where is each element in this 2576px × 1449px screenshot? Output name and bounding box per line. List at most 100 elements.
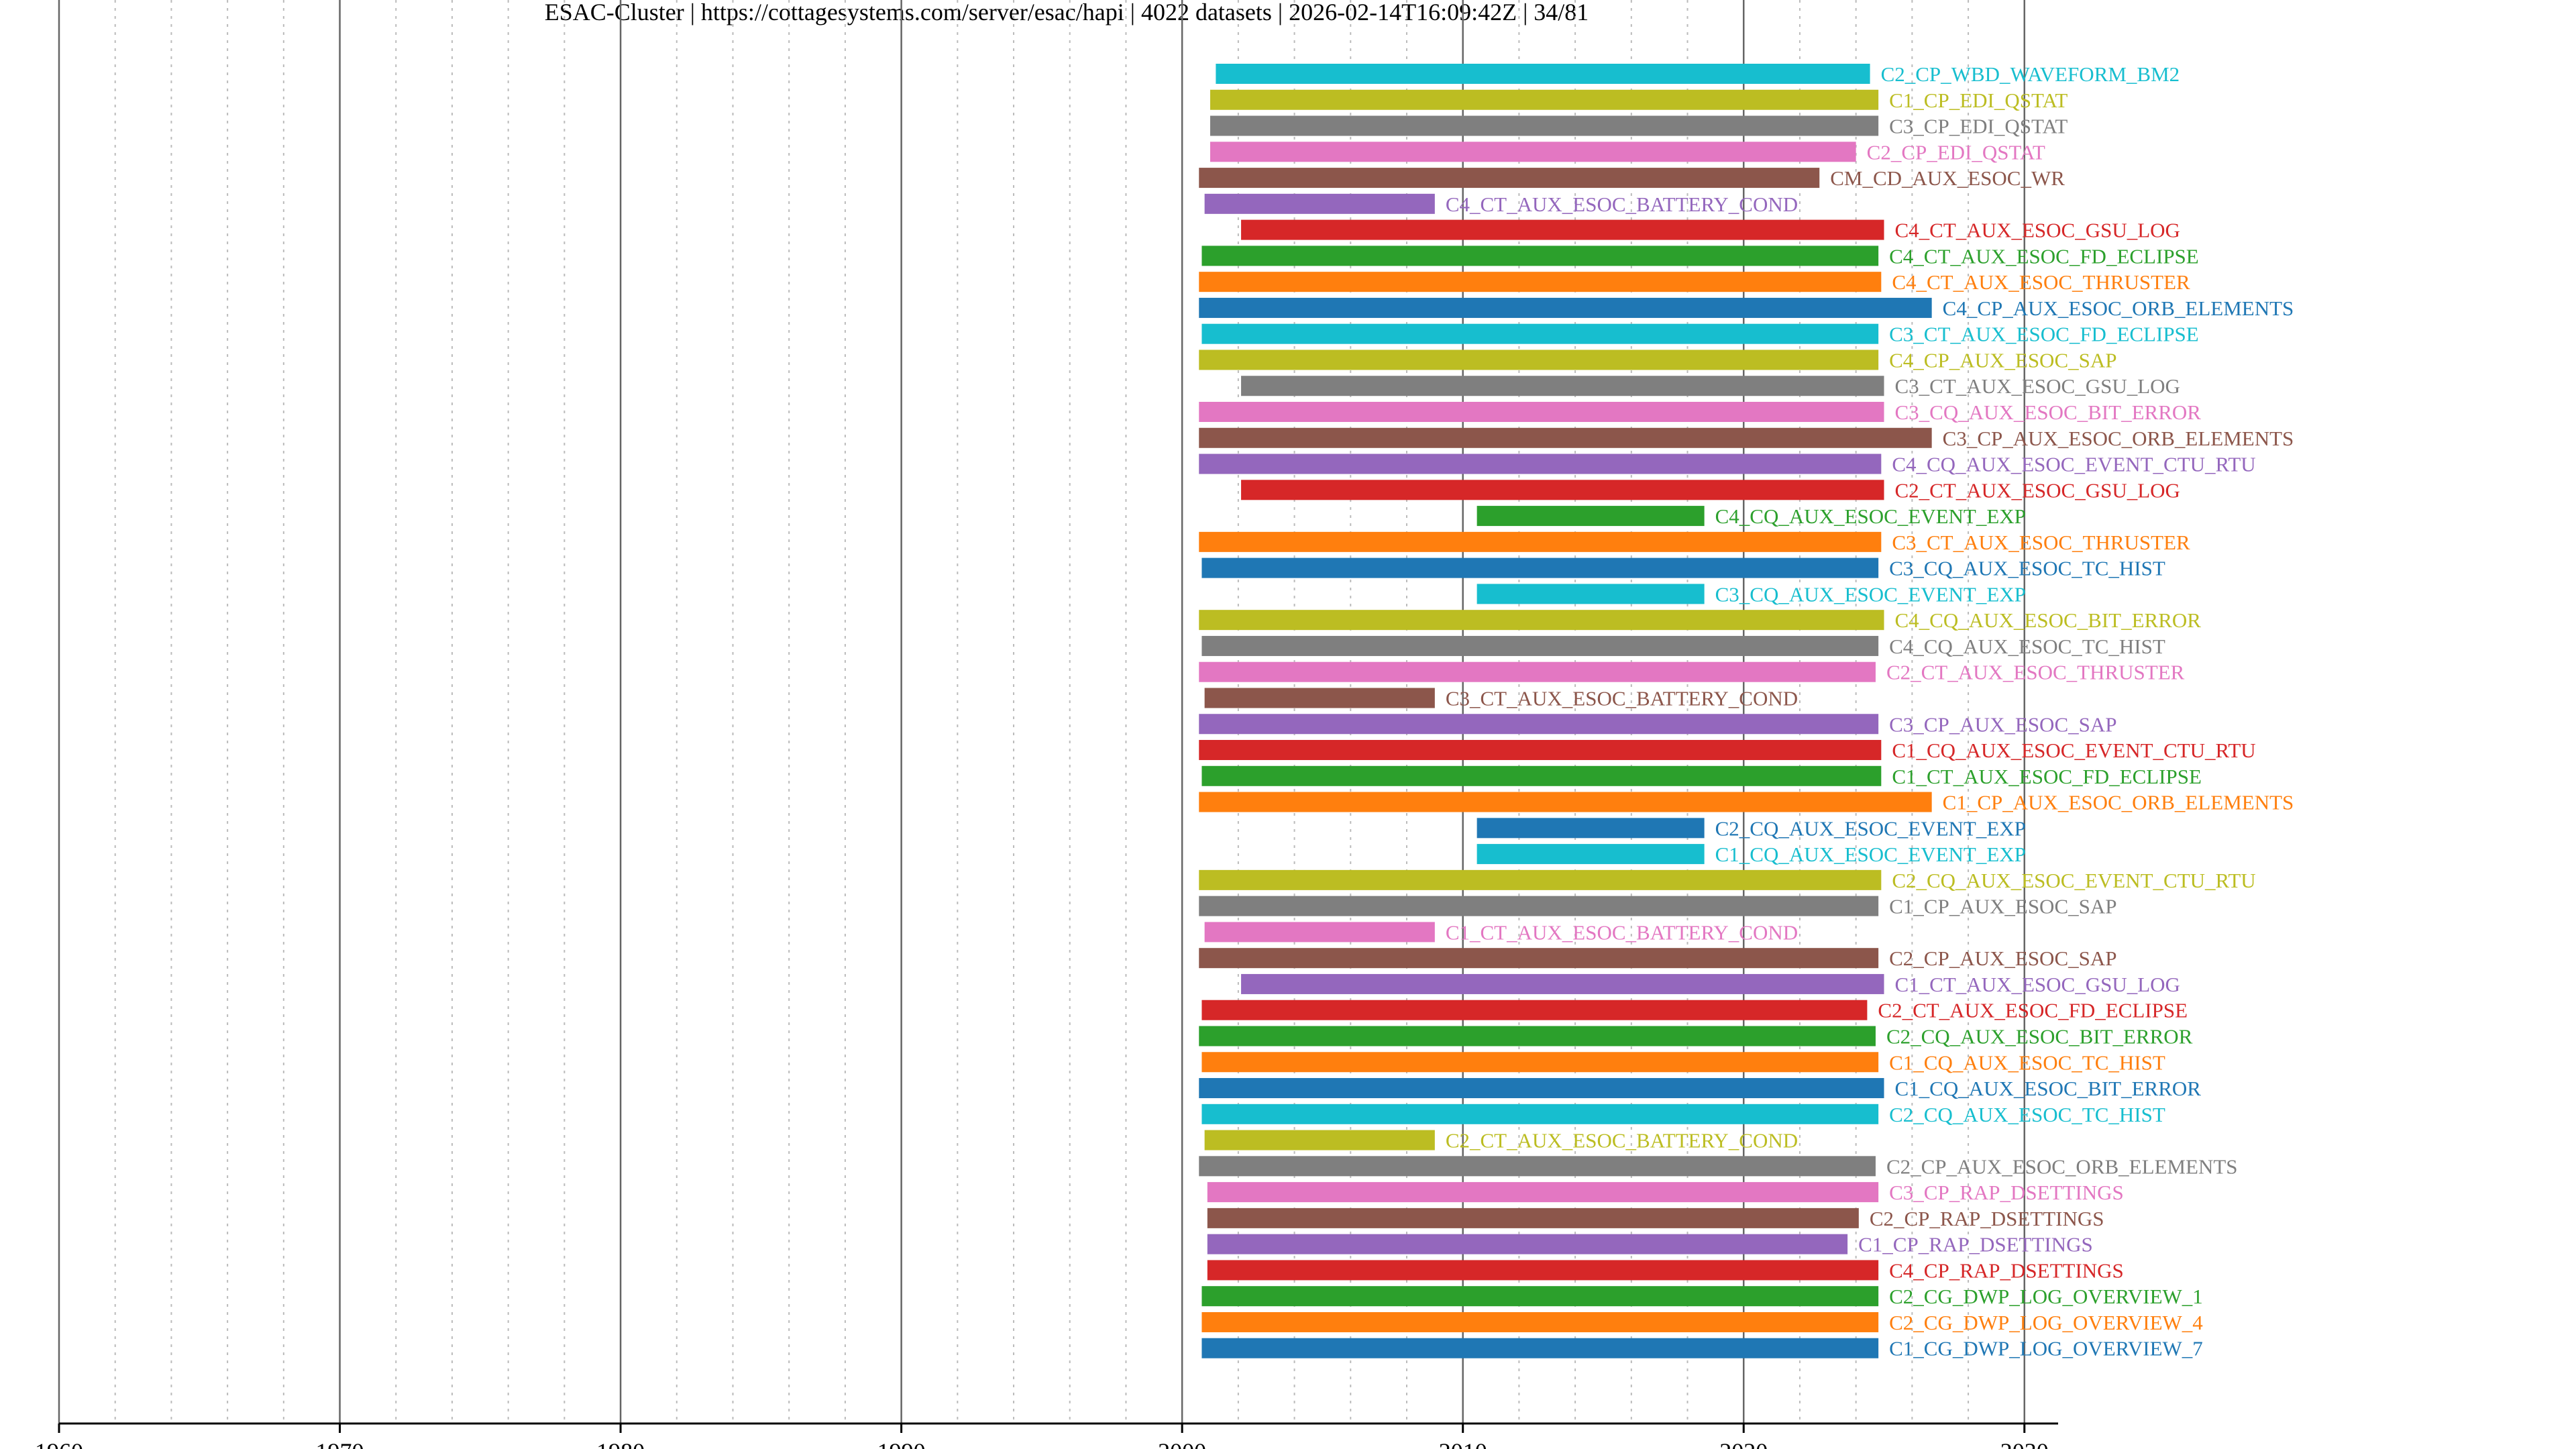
bar-label: C3_CQ_AUX_ESOC_EVENT_EXP bbox=[1715, 582, 2026, 606]
bar-label: C2_CP_EDI_QSTAT bbox=[1867, 140, 2045, 164]
timeline-bar bbox=[1199, 1026, 1876, 1046]
bar-label: C4_CP_AUX_ESOC_ORB_ELEMENTS bbox=[1943, 297, 2294, 320]
timeline-bar bbox=[1201, 635, 1879, 656]
bar-label: C4_CT_AUX_ESOC_BATTERY_COND bbox=[1446, 193, 1798, 216]
x-tick-label: 2000 bbox=[1158, 1438, 1206, 1449]
bar-label: C4_CT_AUX_ESOC_THRUSTER bbox=[1892, 270, 2190, 294]
bar-label: C2_CG_DWP_LOG_OVERVIEW_4 bbox=[1889, 1311, 2203, 1334]
x-tick-label: 1980 bbox=[596, 1438, 645, 1449]
timeline-bar bbox=[1199, 792, 1932, 812]
timeline-bar bbox=[1199, 297, 1932, 318]
timeline-bar bbox=[1201, 1052, 1879, 1073]
timeline-bar bbox=[1199, 350, 1879, 370]
timeline-bar bbox=[1199, 714, 1879, 735]
timeline-bar bbox=[1199, 869, 1882, 890]
bar-label: C3_CP_EDI_QSTAT bbox=[1889, 115, 2068, 138]
timeline-bar bbox=[1477, 844, 1705, 865]
timeline-bar bbox=[1199, 427, 1932, 448]
timeline-bar bbox=[1201, 246, 1879, 266]
timeline-bar bbox=[1241, 376, 1884, 396]
bar-label: C3_CP_AUX_ESOC_SAP bbox=[1889, 712, 2116, 736]
timeline-bar bbox=[1199, 896, 1879, 916]
bar-label: C2_CQ_AUX_ESOC_EVENT_CTU_RTU bbox=[1892, 869, 2255, 892]
timeline-bar bbox=[1204, 922, 1435, 943]
timeline-bar bbox=[1199, 402, 1884, 423]
bar-label: CM_CD_AUX_ESOC_WR bbox=[1830, 166, 2065, 190]
bar-label: C2_CQ_AUX_ESOC_TC_HIST bbox=[1889, 1103, 2165, 1126]
bar-label: C1_CP_AUX_ESOC_SAP bbox=[1889, 895, 2116, 918]
bar-label: C3_CT_AUX_ESOC_GSU_LOG bbox=[1895, 374, 2180, 398]
x-axis: 1960 1970 1980 1990 2000 2010 2020 2030 bbox=[35, 1422, 2058, 1449]
bar-label: C3_CQ_AUX_ESOC_TC_HIST bbox=[1889, 557, 2165, 580]
bar-label: C1_CT_AUX_ESOC_BATTERY_COND bbox=[1446, 920, 1798, 944]
timeline-bar bbox=[1201, 1000, 1868, 1020]
bar-label: C4_CT_AUX_ESOC_FD_ECLIPSE bbox=[1889, 244, 2199, 268]
x-tick-label: 2030 bbox=[2000, 1438, 2049, 1449]
bar-label: C1_CQ_AUX_ESOC_EVENT_CTU_RTU bbox=[1892, 739, 2255, 762]
timeline-bar bbox=[1210, 142, 1856, 162]
timeline-bar bbox=[1199, 453, 1882, 474]
x-tick-label: 1960 bbox=[35, 1438, 83, 1449]
bar-label: C2_CT_AUX_ESOC_GSU_LOG bbox=[1895, 478, 2180, 502]
bar-label: C3_CP_RAP_DSETTINGS bbox=[1889, 1181, 2124, 1204]
bar-label: C1_CQ_AUX_ESOC_TC_HIST bbox=[1889, 1051, 2165, 1074]
bar-label: C4_CQ_AUX_ESOC_BIT_ERROR bbox=[1895, 608, 2202, 632]
timeline-bar bbox=[1201, 765, 1882, 786]
timeline-bar bbox=[1477, 584, 1705, 604]
bar-label: C4_CP_AUX_ESOC_SAP bbox=[1889, 348, 2116, 372]
bar-label: C1_CP_RAP_DSETTINGS bbox=[1858, 1233, 2093, 1256]
timeline-bar bbox=[1241, 480, 1884, 500]
timeline-bar bbox=[1199, 272, 1882, 292]
x-tick-label: 1970 bbox=[316, 1438, 364, 1449]
timeline-bar bbox=[1210, 89, 1879, 110]
bar-label: C2_CG_DWP_LOG_OVERVIEW_1 bbox=[1889, 1285, 2203, 1308]
timeline-bar bbox=[1199, 740, 1882, 761]
bar-label: C3_CT_AUX_ESOC_THRUSTER bbox=[1892, 531, 2190, 554]
timeline-bar bbox=[1201, 1311, 1879, 1332]
timeline-bar bbox=[1201, 1286, 1879, 1307]
bar-label: C3_CT_AUX_ESOC_BATTERY_COND bbox=[1446, 686, 1798, 710]
bar-label: C1_CT_AUX_ESOC_GSU_LOG bbox=[1895, 973, 2180, 996]
bar-label: C2_CT_AUX_ESOC_THRUSTER bbox=[1886, 661, 2185, 684]
timeline-bar bbox=[1199, 610, 1884, 631]
bar-label: C1_CT_AUX_ESOC_FD_ECLIPSE bbox=[1892, 765, 2202, 788]
timeline-bar bbox=[1204, 688, 1435, 708]
timeline-bar bbox=[1241, 973, 1884, 994]
bar-label: C2_CP_WBD_WAVEFORM_BM2 bbox=[1881, 62, 2180, 86]
bar-label: C1_CP_EDI_QSTAT bbox=[1889, 89, 2068, 112]
timeline-bar bbox=[1199, 1156, 1876, 1177]
x-tick-label: 1990 bbox=[877, 1438, 926, 1449]
bar-label: C1_CQ_AUX_ESOC_BIT_ERROR bbox=[1895, 1077, 2202, 1100]
bar-label: C1_CQ_AUX_ESOC_EVENT_EXP bbox=[1715, 843, 2026, 866]
timeline-bar bbox=[1477, 818, 1705, 839]
bar-label: C3_CP_AUX_ESOC_ORB_ELEMENTS bbox=[1943, 427, 2294, 450]
timeline-bar bbox=[1199, 661, 1876, 682]
x-tick-label: 2020 bbox=[1719, 1438, 1768, 1449]
x-tick-label: 2010 bbox=[1439, 1438, 1487, 1449]
bar-label: C4_CQ_AUX_ESOC_TC_HIST bbox=[1889, 635, 2165, 658]
timeline-bar bbox=[1199, 1078, 1884, 1099]
bar-label: C2_CP_AUX_ESOC_ORB_ELEMENTS bbox=[1886, 1155, 2238, 1178]
timeline-bar bbox=[1204, 193, 1435, 214]
bar-label: C1_CP_AUX_ESOC_ORB_ELEMENTS bbox=[1943, 791, 2294, 814]
timeline-bar bbox=[1199, 168, 1820, 189]
bar-label: C2_CT_AUX_ESOC_BATTERY_COND bbox=[1446, 1129, 1798, 1152]
timeline-bar bbox=[1207, 1208, 1859, 1228]
timeline-bar bbox=[1241, 219, 1884, 240]
timeline-bar bbox=[1199, 948, 1879, 969]
timeline-bar bbox=[1204, 1130, 1435, 1150]
timeline-bar bbox=[1216, 64, 1870, 84]
timeline-bar bbox=[1210, 115, 1879, 136]
bar-label: C4_CQ_AUX_ESOC_EVENT_EXP bbox=[1715, 504, 2026, 528]
bar-label: C4_CT_AUX_ESOC_GSU_LOG bbox=[1895, 219, 2180, 242]
timeline-bar bbox=[1207, 1182, 1879, 1203]
timeline-bar bbox=[1201, 1104, 1879, 1124]
bar-label: C2_CQ_AUX_ESOC_BIT_ERROR bbox=[1886, 1024, 2193, 1048]
bar-label: C3_CT_AUX_ESOC_FD_ECLIPSE bbox=[1889, 323, 2199, 346]
bar-label: C2_CT_AUX_ESOC_FD_ECLIPSE bbox=[1878, 999, 2188, 1022]
timeline-bar bbox=[1201, 1338, 1879, 1358]
timeline-bar bbox=[1199, 531, 1882, 552]
timeline-bar bbox=[1207, 1234, 1848, 1254]
chart-title: ESAC-Cluster | https://cottagesystems.co… bbox=[545, 0, 1589, 25]
